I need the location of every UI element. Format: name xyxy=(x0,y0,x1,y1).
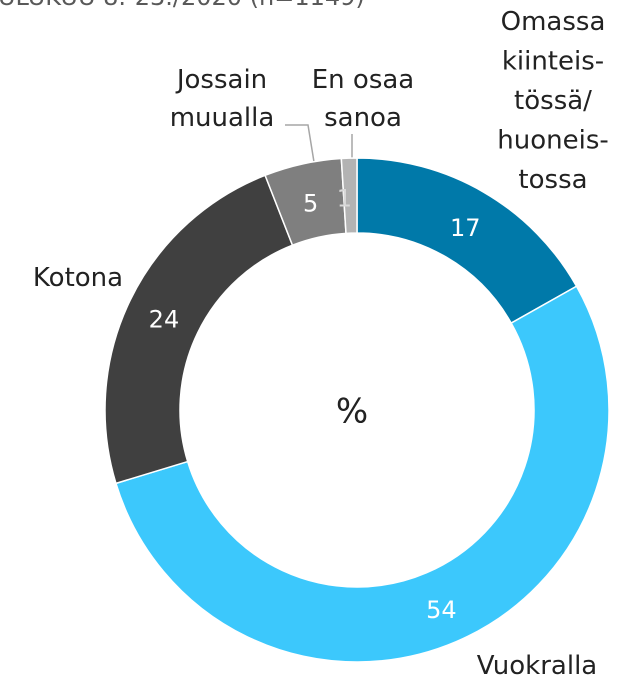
data-label: 24 xyxy=(149,306,180,334)
category-label: Vuokralla xyxy=(477,651,597,681)
leader-line xyxy=(285,124,315,163)
center-label: % xyxy=(336,392,368,432)
category-label: Kotona xyxy=(33,263,123,293)
donut-segment xyxy=(114,285,610,663)
donut-segment xyxy=(340,157,358,235)
data-label: 1 xyxy=(337,185,352,213)
data-label: 17 xyxy=(450,214,481,242)
data-label: 54 xyxy=(426,596,457,624)
category-label: Omassa kiinteis-tössä/huoneis-tossa xyxy=(497,7,609,195)
data-label: 5 xyxy=(303,190,318,218)
subtitle: JOULUKUU 8.-23./2020 (n=1149) xyxy=(0,0,365,11)
category-label: Jossain muualla xyxy=(170,65,275,133)
donut-segment xyxy=(104,174,294,485)
category-label: En osaa sanoa xyxy=(312,65,415,133)
